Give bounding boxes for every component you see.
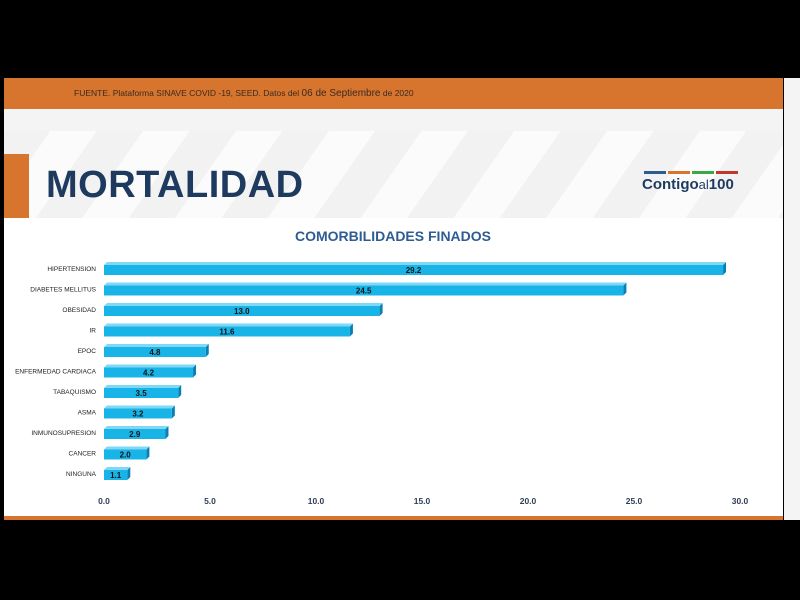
value-label: 29.2 [406,266,422,275]
value-label: 2.9 [129,430,141,439]
bar-side [193,364,197,378]
bottom-bar [4,516,783,520]
bar [104,326,350,337]
x-tick-label: 30.0 [732,496,749,506]
bar-group: TABAQUISMO 3.5 [53,385,182,398]
bar-side [723,262,727,275]
category-label: DIABETES MELLITUS [30,287,96,294]
bar-top [104,364,197,368]
category-label: TABAQUISMO [53,389,96,396]
bar-top [104,405,175,409]
category-label: IR [90,328,97,335]
bar-side [205,344,209,357]
bar-group: OBESIDAD 13.0 [62,303,383,316]
bar [104,306,380,316]
spacer [4,109,783,131]
bar [104,388,179,398]
x-tick-label: 0.0 [98,496,110,506]
page-title: MORTALIDAD [46,164,304,206]
x-tick-label: 20.0 [520,496,537,506]
contigo-logo: Contigoal100 [642,171,742,201]
chart-title: COMORBILIDADES FINADOS [295,228,491,244]
bar-group: DIABETES MELLITUS 24.5 [30,282,627,296]
category-label: ASMA [78,410,97,417]
bar-top [104,385,182,388]
bar [104,367,194,378]
x-tick-label: 5.0 [204,496,216,506]
x-tick-label: 15.0 [414,496,431,506]
bar-side [127,467,131,480]
value-label: 4.2 [143,369,155,378]
value-label: 3.2 [132,410,144,419]
bar [104,449,147,460]
category-label: NINGUNA [66,471,97,478]
bar-top [104,282,627,286]
bar-group: ASMA 3.2 [78,405,175,419]
bar-side [146,446,150,460]
bar [104,265,724,275]
bar-group: INMUNOSUPRESION 2.9 [31,426,169,439]
bar-side [165,426,169,439]
bar-group: EPOC 4.8 [78,344,209,357]
source-bar: FUENTE. Plataforma SINAVE COVID -19, SEE… [4,78,783,109]
value-label: 3.5 [136,389,148,398]
category-label: HIPERTENSION [47,266,96,273]
bar-group: NINGUNA 1.1 [66,467,131,480]
value-label: 4.8 [149,348,161,357]
bar-top [104,344,209,347]
bar-side [171,405,175,419]
bar-top [104,467,131,470]
x-tick-label: 10.0 [308,496,325,506]
category-label: EPOC [78,348,97,355]
bar-side [349,323,353,337]
bar-top [104,323,353,327]
bar-side [178,385,182,398]
bar-side [623,282,627,296]
bar-group: CANCER 2.0 [69,446,150,460]
category-label: OBESIDAD [62,307,96,314]
value-label: 1.1 [110,471,122,480]
value-label: 13.0 [234,307,250,316]
bar-group: IR 11.6 [90,323,353,337]
value-label: 11.6 [219,328,235,337]
bar [104,285,624,296]
bar-top [104,446,150,450]
header-band [4,131,783,218]
bar [104,470,128,480]
accent-tab [4,154,29,218]
bar-side [379,303,383,316]
category-label: INMUNOSUPRESION [31,430,96,437]
frame-edge [784,78,800,520]
bar [104,429,166,439]
category-label: CANCER [69,451,97,458]
bar-group: HIPERTENSION 29.2 [47,262,727,275]
value-label: 24.5 [356,287,372,296]
category-label: ENFERMEDAD CARDIACA [15,369,97,376]
bar-group: ENFERMEDAD CARDIACA 4.2 [15,364,197,378]
bar [104,347,206,357]
value-label: 2.0 [120,451,132,460]
comorbidities-chart: COMORBILIDADES FINADOS HIPERTENSION 29.2 D… [15,228,749,506]
bar [104,408,172,419]
x-tick-label: 25.0 [626,496,643,506]
source-text: FUENTE. Plataforma SINAVE COVID -19, SEE… [74,88,414,99]
bar-top [104,426,169,429]
bar-top [104,262,727,265]
bar-top [104,303,383,306]
